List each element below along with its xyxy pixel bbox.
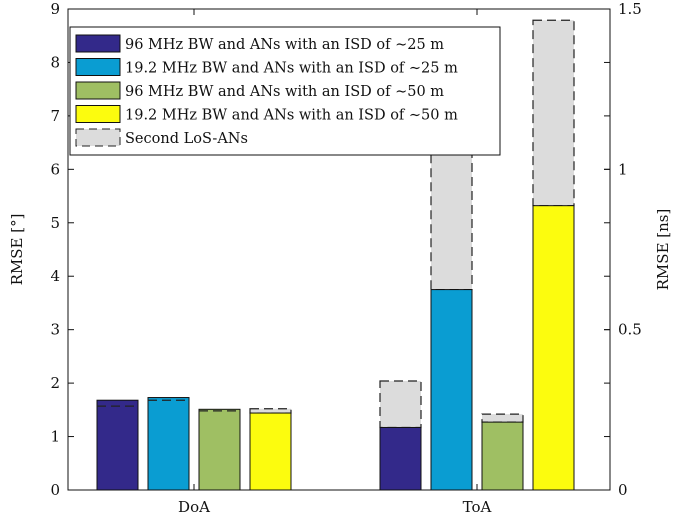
left-axis-title: RMSE [°] xyxy=(8,214,26,286)
legend-label: 96 MHz BW and ANs with an ISD of ∼25 m xyxy=(125,37,444,53)
second-los-bar xyxy=(481,413,524,423)
legend-box xyxy=(69,26,501,156)
bar xyxy=(430,289,473,491)
legend-swatch xyxy=(75,128,121,147)
second-los-bar xyxy=(379,380,422,429)
left-tick-label: 6 xyxy=(50,160,60,178)
left-axis: 0 1 2 3 4 5 6 7 8 9 xyxy=(50,0,610,499)
plot-frame xyxy=(67,8,611,491)
left-tick-label: 5 xyxy=(50,214,60,232)
left-tick-label: 8 xyxy=(50,53,60,71)
second-los-bar xyxy=(532,19,575,207)
second-los-bar xyxy=(249,408,292,414)
right-tick-label: 0.5 xyxy=(618,321,642,339)
legend-swatch xyxy=(75,34,121,53)
legend-swatch xyxy=(75,81,121,100)
x-axis: DoA ToA xyxy=(178,9,492,516)
left-tick-label: 2 xyxy=(50,374,60,392)
right-tick-label: 0 xyxy=(618,481,628,499)
right-axis: 0 0.5 1 1.5 xyxy=(604,0,642,499)
left-tick-label: 7 xyxy=(50,107,60,125)
bar xyxy=(379,426,422,491)
left-tick-label: 0 xyxy=(50,481,60,499)
bar xyxy=(147,397,190,491)
second-los-bar xyxy=(430,147,473,291)
bar xyxy=(532,205,575,491)
legend-swatch xyxy=(75,58,121,76)
bar xyxy=(198,408,241,491)
x-tick-label: DoA xyxy=(178,498,210,516)
legend-label: Second LoS-ANs xyxy=(125,131,248,147)
legend-label: 19.2 MHz BW and ANs with an ISD of ∼25 m xyxy=(125,61,458,77)
bar xyxy=(481,421,524,491)
bars-group xyxy=(96,19,575,491)
bar xyxy=(96,399,139,491)
legend-label: 19.2 MHz BW and ANs with an ISD of ∼50 m xyxy=(125,108,458,124)
right-tick-label: 1.5 xyxy=(618,0,642,18)
left-tick-label: 9 xyxy=(50,0,60,18)
left-tick-label: 4 xyxy=(50,267,60,285)
x-tick-label: ToA xyxy=(463,498,492,516)
legend-swatch xyxy=(75,105,121,123)
right-axis-title: RMSE [ns] xyxy=(654,209,672,291)
legend: 96 MHz BW and ANs with an ISD of ∼25 m 19… xyxy=(69,26,501,156)
left-tick-label: 3 xyxy=(50,321,60,339)
bar xyxy=(249,412,292,491)
right-tick-label: 1 xyxy=(618,160,628,178)
left-tick-label: 1 xyxy=(50,428,60,446)
legend-label: 96 MHz BW and ANs with an ISD of ∼50 m xyxy=(125,84,444,100)
